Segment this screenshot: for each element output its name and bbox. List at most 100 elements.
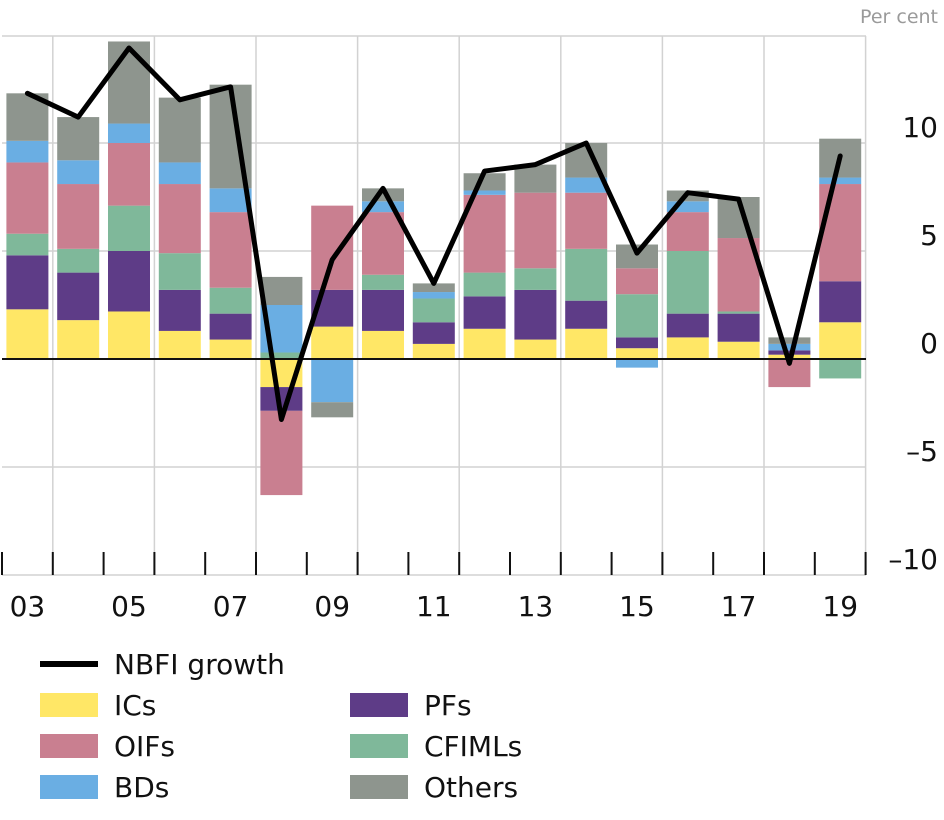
- x-tick-label: 05: [111, 590, 147, 623]
- axes: 03 05 07 09 11 13 15 17 19 10 5 0 –5 –10: [1, 111, 938, 623]
- bar-segment-bds-2006: [158, 162, 201, 185]
- bar-segment-oifs-2016: [666, 212, 709, 251]
- bar-segment-oifs-2019: [819, 184, 862, 282]
- bar-segment-pfs-2015: [616, 337, 658, 349]
- bar-segment-cfimls-2014: [565, 248, 608, 301]
- bar-segment-bds-2007: [209, 188, 252, 213]
- bar-segment-ics-2004: [57, 320, 100, 359]
- x-tick-label: 09: [314, 590, 350, 623]
- legend-swatch: [40, 734, 98, 758]
- bar-segment-oifs-2006: [158, 184, 201, 254]
- y-tick-label: 5: [920, 219, 938, 252]
- bar-segment-ics-2014: [565, 328, 608, 359]
- y-tick-label: –5: [906, 435, 938, 468]
- bar-segment-cfimls-2006: [158, 253, 201, 290]
- unit-label: Per cent: [860, 6, 938, 28]
- bar-segment-pfs-2005: [108, 251, 150, 312]
- bar-segment-cfimls-2004: [57, 248, 100, 273]
- bar-segment-oifs-2008: [260, 410, 303, 496]
- bar-segment-oifs-2004: [57, 184, 100, 249]
- legend-swatch: [350, 734, 408, 758]
- y-tick-label: 10: [902, 111, 938, 144]
- legend-item-ics: ICs: [40, 685, 156, 725]
- bar-segment-oifs-2010: [362, 212, 404, 275]
- legend-item-cfimls: CFIMLs: [350, 726, 522, 766]
- bar-segment-bds-2003: [6, 140, 49, 163]
- legend-item-bds: BDs: [40, 767, 169, 807]
- x-tick-label: 11: [416, 590, 452, 623]
- bar-segment-ics-2011: [412, 343, 455, 359]
- bar-segment-others-2009: [311, 402, 354, 418]
- bar-segment-cfimls-2013: [514, 268, 557, 290]
- legend-label: BDs: [114, 770, 170, 804]
- stacked-bars: [6, 41, 862, 496]
- grid-lines: [2, 35, 867, 576]
- x-tick-label: 19: [822, 590, 858, 623]
- bar-segment-pfs-2011: [412, 322, 455, 344]
- bar-segment-bds-2009: [311, 359, 354, 403]
- bar-segment-bds-2005: [108, 123, 150, 143]
- bar-segment-others-2011: [412, 283, 455, 293]
- bar-segment-bds-2010: [362, 201, 404, 213]
- y-tick-label: 0: [920, 327, 938, 360]
- bar-segment-bds-2019: [819, 177, 862, 185]
- bar-segment-ics-2010: [362, 330, 404, 359]
- x-tick-label: 07: [213, 590, 249, 623]
- legend-swatch: [350, 693, 408, 717]
- legend-item-others: Others: [350, 767, 518, 807]
- bar-segment-bds-2015: [616, 359, 658, 368]
- legend-line-swatch: [40, 661, 98, 667]
- bar-segment-cfimls-2007: [209, 287, 252, 314]
- bar-segment-others-2012: [463, 173, 506, 191]
- bar-segment-cfimls-2008: [260, 352, 303, 359]
- bar-segment-pfs-2013: [514, 289, 557, 340]
- bar-segment-others-2010: [362, 188, 404, 202]
- bar-segment-pfs-2006: [158, 289, 201, 331]
- bar-segment-pfs-2004: [57, 272, 100, 321]
- bar-segment-cfimls-2003: [6, 233, 49, 256]
- x-tick-label: 15: [619, 590, 655, 623]
- bar-segment-oifs-2009: [311, 205, 354, 290]
- chart-canvas: 03 05 07 09 11 13 15 17 19 10 5 0 –5 –10: [1, 35, 938, 623]
- bar-segment-others-2008: [260, 276, 303, 305]
- bar-segment-pfs-2012: [463, 296, 506, 329]
- y-tick-label: –10: [888, 543, 938, 576]
- line-nbfi-growth: [24, 45, 843, 422]
- legend-label: CFIMLs: [424, 729, 523, 763]
- bar-segment-oifs-2015: [616, 268, 658, 295]
- bar-segment-pfs-2003: [6, 255, 49, 310]
- bar-segment-others-2018: [768, 337, 811, 344]
- bar-segment-ics-2017: [717, 341, 760, 359]
- bar-segment-cfimls-2017: [717, 311, 760, 314]
- x-tick-label: 17: [721, 590, 757, 623]
- bar-segment-bds-2018: [768, 343, 811, 351]
- legend-label: PFs: [424, 688, 472, 722]
- legend-label: OIFs: [114, 729, 175, 763]
- bar-segment-oifs-2003: [6, 162, 49, 234]
- bar-segment-cfimls-2015: [616, 294, 658, 338]
- bar-segment-ics-2005: [108, 311, 150, 359]
- x-tick-label: 13: [518, 590, 554, 623]
- bar-segment-ics-2003: [6, 309, 49, 359]
- legend-swatch: [40, 693, 98, 717]
- bar-segment-pfs-2007: [209, 313, 252, 340]
- bar-segment-pfs-2019: [819, 281, 862, 323]
- legend-label: NBFI growth: [114, 647, 285, 681]
- x-tick-label: 03: [10, 590, 46, 623]
- bar-segment-cfimls-2011: [412, 298, 455, 323]
- legend-label: ICs: [114, 688, 157, 722]
- bar-segment-ics-2006: [158, 330, 201, 359]
- bar-segment-bds-2016: [666, 201, 709, 213]
- bar-segment-others-2013: [514, 164, 557, 193]
- legend-item-pfs: PFs: [350, 685, 472, 725]
- bar-segment-pfs-2018: [768, 350, 811, 355]
- bar-segment-cfimls-2012: [463, 272, 506, 297]
- bar-segment-others-2005: [108, 41, 150, 124]
- nbfi-growth-line: [24, 45, 843, 422]
- bar-segment-ics-2013: [514, 339, 557, 359]
- bar-segment-oifs-2013: [514, 192, 557, 269]
- bar-segment-pfs-2014: [565, 300, 608, 329]
- bar-segment-oifs-2014: [565, 192, 608, 249]
- bar-segment-ics-2012: [463, 328, 506, 359]
- bar-segment-others-2006: [158, 97, 201, 163]
